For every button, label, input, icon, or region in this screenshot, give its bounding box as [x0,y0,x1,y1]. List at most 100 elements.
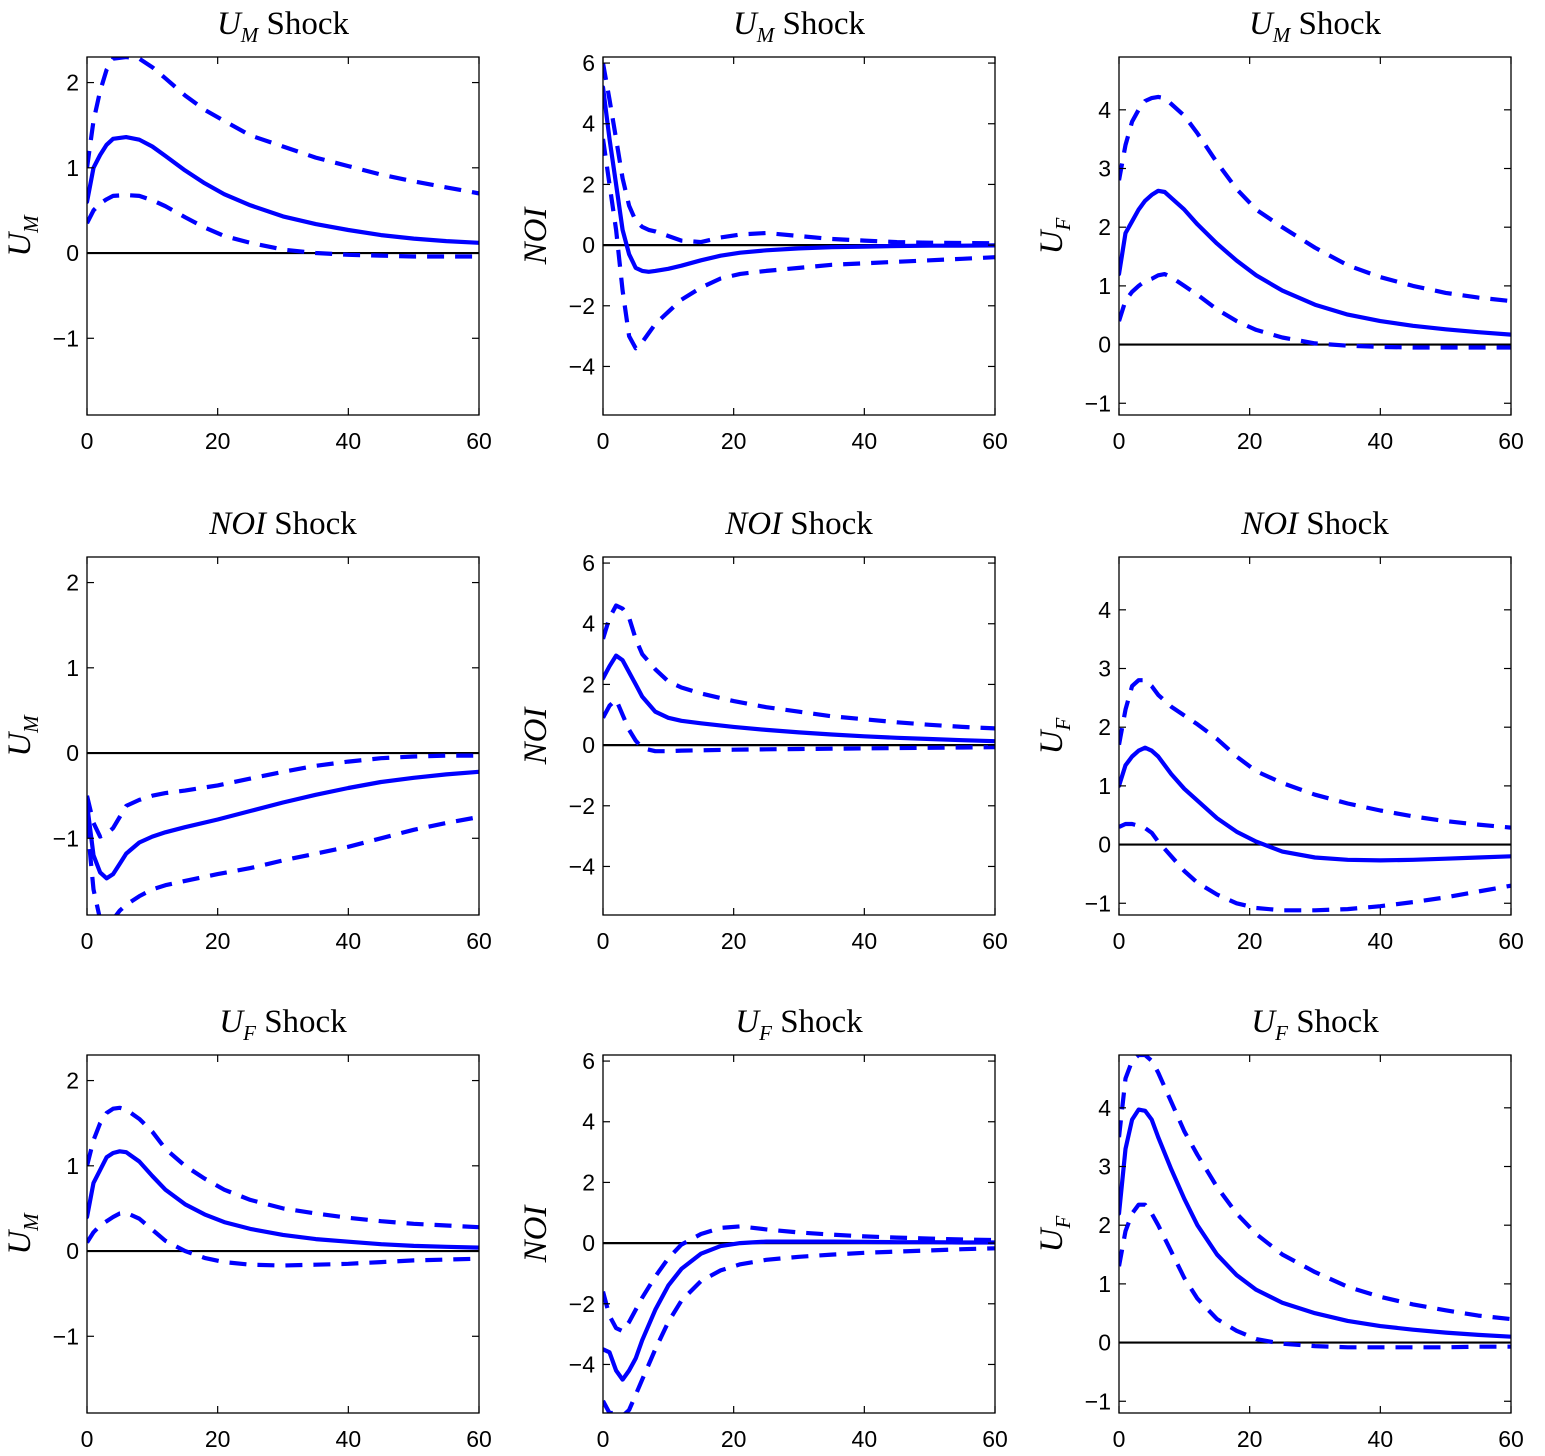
panel-title: UF Shock [735,1004,863,1045]
title-variable: NOI [1240,506,1300,542]
irf-lower-band-line [87,193,479,259]
panel-r1-c0: 0 20 40 60 −1 0 1 2 NOI Shock UM [2,506,492,954]
x-tick-label: 0 [81,1426,94,1452]
y-tick-label: 4 [1098,97,1111,123]
y-tick-label: 2 [1098,1212,1111,1238]
x-tick-label: 40 [852,928,878,954]
title-subscript: M [756,23,776,47]
axes-frame [1118,556,1512,916]
y-axis-label: NOI [518,706,554,766]
x-tick-label: 40 [1368,428,1394,454]
irf-upper-band-line [87,57,479,196]
y-tick-label: 2 [582,671,595,697]
y-tick-label: 2 [582,171,595,197]
panel-title: UM Shock [217,6,350,47]
ylabel-variable: U [2,1229,38,1255]
x-tick-label: 40 [336,1426,362,1452]
x-tick-label: 20 [721,1426,747,1452]
y-tick-label: 1 [1098,773,1111,799]
irf-median-line [603,653,995,744]
title-variable: U [217,6,243,42]
x-tick-label: 20 [721,428,747,454]
title-variable: U [733,6,759,42]
title-shock-word: Shock [256,1004,347,1040]
y-tick-label: −1 [1085,390,1111,416]
axes-frame [602,556,996,916]
ylabel-variable: NOI [518,1204,554,1264]
title-subscript: M [240,23,260,47]
y-tick-label: −4 [569,853,595,879]
x-tick-label: 20 [205,1426,231,1452]
axes-frame [86,56,480,416]
y-tick-label: 1 [1098,1271,1111,1297]
x-tick-label: 20 [205,428,231,454]
y-tick-label: 0 [1098,1330,1111,1356]
irf-lower-band-line [1119,272,1511,350]
y-tick-label: 0 [582,1230,595,1256]
x-tick-label: 60 [982,1426,1008,1452]
x-tick-label: 20 [721,928,747,954]
y-tick-label: 6 [582,550,595,576]
x-tick-label: 40 [1368,1426,1394,1452]
panel-title: NOI Shock [208,506,357,542]
panel-title: UM Shock [1249,6,1382,47]
panel-title: NOI Shock [724,506,873,542]
x-tick-label: 60 [1498,428,1524,454]
x-tick-label: 0 [1113,1426,1126,1452]
x-tick-label: 40 [336,928,362,954]
x-tick-label: 0 [597,1426,610,1452]
irf-upper-band-line [1119,94,1511,304]
title-subscript: F [758,1021,772,1045]
y-tick-label: 1 [66,655,79,681]
irf-median-line [1119,188,1511,337]
x-tick-label: 0 [1113,928,1126,954]
y-tick-label: 2 [66,70,79,96]
ylabel-subscript: F [1051,1215,1075,1229]
title-subscript: F [1274,1021,1288,1045]
x-tick-label: 60 [466,1426,492,1452]
x-tick-label: 0 [597,428,610,454]
y-tick-label: 3 [1098,156,1111,182]
y-tick-label: 1 [66,1153,79,1179]
y-tick-label: 3 [1098,656,1111,682]
title-shock-word: Shock [266,506,357,542]
axes-frame [1118,56,1512,416]
x-tick-label: 40 [852,428,878,454]
irf-lower-band-line [603,1246,995,1413]
x-tick-label: 20 [1237,1426,1263,1452]
y-tick-label: 4 [582,611,595,637]
irf-lower-band-line [1119,1202,1511,1350]
title-shock-word: Shock [782,506,873,542]
irf-upper-band-line [1119,678,1511,830]
ylabel-subscript: M [19,214,43,234]
title-shock-word: Shock [772,1004,863,1040]
title-shock-word: Shock [1290,6,1381,42]
y-axis-label: UF [1034,717,1075,754]
y-tick-label: −4 [569,1351,595,1377]
ylabel-variable: U [1034,228,1070,254]
y-tick-label: 4 [1098,597,1111,623]
x-tick-label: 0 [597,928,610,954]
panel-r2-c1: 0 20 40 60 −4 −2 0 2 4 6 UF Shock NOI [518,1004,1008,1452]
ylabel-variable: U [1034,728,1070,754]
y-tick-label: −1 [1085,890,1111,916]
y-tick-label: 4 [582,111,595,137]
irf-median-line [87,135,479,245]
y-tick-label: −2 [569,1291,595,1317]
irf-upper-band-line [603,1224,995,1334]
x-tick-label: 60 [466,428,492,454]
axes-frame [1118,1054,1512,1414]
y-tick-label: −1 [53,325,79,351]
y-tick-label: 0 [66,240,79,266]
panel-title: UM Shock [733,6,866,47]
y-tick-label: 6 [582,50,595,76]
title-variable: U [735,1004,761,1040]
ylabel-subscript: M [19,1212,43,1232]
x-tick-label: 20 [205,928,231,954]
y-tick-label: −1 [53,825,79,851]
y-tick-label: 0 [66,740,79,766]
